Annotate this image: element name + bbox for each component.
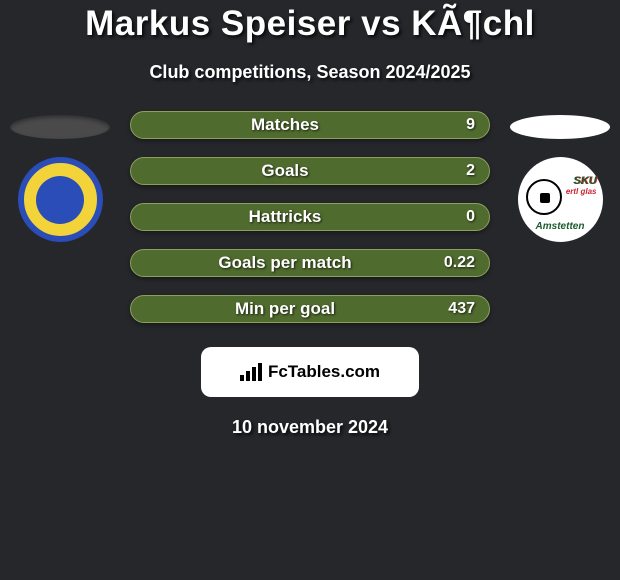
page-title: Markus Speiser vs KÃ¶chl (0, 4, 620, 44)
stat-label: Matches (131, 115, 439, 135)
stats-column: Matches 9 Goals 2 Hattricks 0 Goals per … (130, 111, 490, 341)
stat-label: Goals per match (131, 253, 439, 273)
player-photo-placeholder-left (10, 115, 110, 139)
stat-bar-goals-per-match: Goals per match 0.22 (130, 249, 490, 277)
vienna-inner-circle (36, 176, 84, 224)
stat-bar-min-per-goal: Min per goal 437 (130, 295, 490, 323)
amstetten-city: Amstetten (518, 221, 603, 232)
club-logo-amstetten: SKU ertl glas Amstetten (518, 157, 603, 242)
stat-value: 9 (439, 116, 475, 134)
soccer-ball-icon (526, 179, 562, 215)
stat-label: Hattricks (131, 207, 439, 227)
stat-value: 2 (439, 162, 475, 180)
amstetten-sponsor: ertl glas (566, 187, 597, 196)
main-row: Matches 9 Goals 2 Hattricks 0 Goals per … (0, 111, 620, 341)
stat-value: 437 (439, 300, 475, 318)
right-player-column: SKU ertl glas Amstetten (510, 111, 610, 242)
club-logo-vienna (18, 157, 103, 242)
stat-value: 0 (439, 208, 475, 226)
date-text: 10 november 2024 (0, 417, 620, 438)
attribution-box[interactable]: FcTables.com (201, 347, 419, 397)
left-player-column (10, 111, 110, 242)
amstetten-sku: SKU (573, 175, 596, 187)
stat-value: 0.22 (439, 254, 475, 272)
stat-bar-hattricks: Hattricks 0 (130, 203, 490, 231)
player-photo-placeholder-right (510, 115, 610, 139)
attribution-text: FcTables.com (268, 362, 380, 382)
stat-bar-matches: Matches 9 (130, 111, 490, 139)
stat-label: Goals (131, 161, 439, 181)
bar-chart-icon (240, 363, 262, 381)
subtitle: Club competitions, Season 2024/2025 (0, 62, 620, 83)
stat-bar-goals: Goals 2 (130, 157, 490, 185)
comparison-widget: Markus Speiser vs KÃ¶chl Club competitio… (0, 0, 620, 438)
stat-label: Min per goal (131, 299, 439, 319)
